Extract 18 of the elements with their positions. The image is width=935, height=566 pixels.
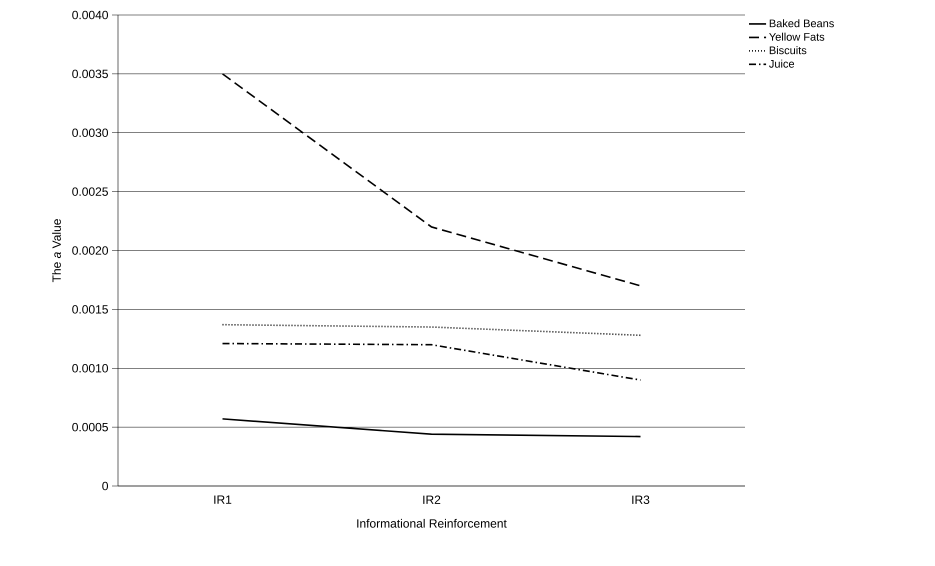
legend-label: Baked Beans (770, 19, 834, 28)
legend-label: Juice (769, 60, 794, 68)
x-tick-label: IR1 (214, 496, 232, 504)
y-tick-label: 0.0010 (72, 364, 108, 372)
x-tick-label: IR3 (632, 496, 650, 504)
y-tick-label: 0.0005 (72, 422, 108, 432)
y-tick-label: 0.0015 (72, 305, 108, 314)
x-axis-title: Informational Reinforcement (357, 518, 507, 528)
y-tick-label: 0 (102, 482, 108, 490)
y-tick-label: 0.0040 (72, 10, 108, 20)
y-axis-title: The a Value (52, 219, 61, 282)
y-tick-label: 0.0025 (72, 187, 108, 196)
legend-label: Yellow Fats (769, 32, 824, 41)
x-tick-label: IR2 (423, 496, 440, 504)
y-tick-label: 0.0030 (72, 128, 108, 137)
legend-label: Biscuits (770, 46, 806, 54)
y-tick-label: 0.0020 (72, 246, 108, 255)
y-tick-label: 0.0035 (72, 70, 108, 78)
